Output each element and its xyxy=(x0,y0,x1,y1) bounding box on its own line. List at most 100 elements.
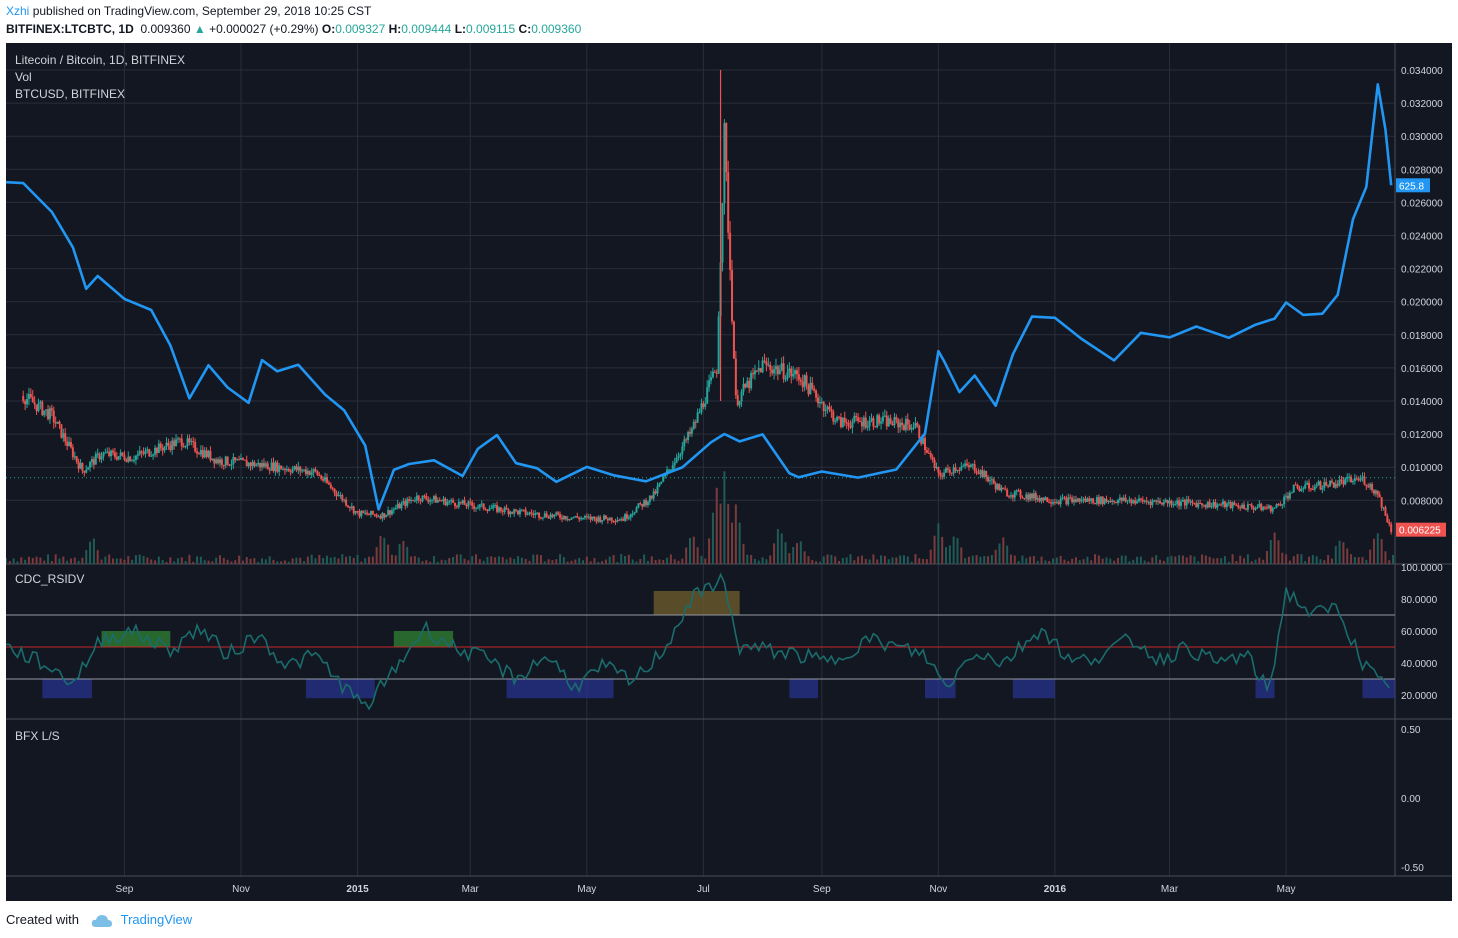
volume-bar xyxy=(459,554,462,564)
btcusd-line xyxy=(6,83,1393,511)
change-value: +0.000027 (+0.29%) xyxy=(209,22,319,36)
candle-body xyxy=(1216,504,1219,508)
candle-body xyxy=(230,464,233,466)
time-tick-label: 2015 xyxy=(346,884,369,895)
candle-body xyxy=(1235,505,1238,507)
volume-bar xyxy=(1090,560,1093,564)
volume-bar xyxy=(830,554,833,564)
candle-body xyxy=(1137,498,1140,502)
volume-bar xyxy=(616,561,619,564)
candle-body xyxy=(946,468,949,470)
candle-body xyxy=(625,514,628,519)
candle-body xyxy=(469,501,472,503)
candle-body xyxy=(708,380,711,388)
candle-body xyxy=(486,509,489,511)
volume-bar xyxy=(1032,556,1035,564)
candle-body xyxy=(1260,503,1263,510)
candle-body xyxy=(471,502,474,506)
candle-body xyxy=(983,471,986,477)
candle-body xyxy=(1069,497,1072,499)
candle-body xyxy=(568,519,571,521)
tradingview-link[interactable]: TradingView xyxy=(120,912,193,927)
candle-body xyxy=(188,438,191,443)
volume-bar xyxy=(1338,540,1341,564)
candle-body xyxy=(899,422,902,428)
candle-body xyxy=(914,423,917,428)
volume-bar xyxy=(975,555,978,564)
volume-bar xyxy=(669,554,672,564)
volume-bar xyxy=(906,556,909,564)
volume-series xyxy=(6,471,1395,564)
candle-body xyxy=(807,384,810,395)
candle-body xyxy=(396,503,399,509)
candle-body xyxy=(339,495,342,497)
volume-bar xyxy=(1040,556,1043,564)
candle-body xyxy=(140,451,143,453)
candle-body xyxy=(794,370,797,374)
volume-bar xyxy=(593,558,596,564)
candle-body xyxy=(1262,507,1265,510)
candle-body xyxy=(933,459,936,468)
candle-body xyxy=(312,469,315,473)
candle-body xyxy=(973,464,976,472)
volume-bar xyxy=(261,558,264,564)
volume-bar xyxy=(899,555,902,564)
candle-body xyxy=(593,516,596,519)
volume-bar xyxy=(685,547,688,564)
candle-body xyxy=(1285,495,1288,497)
candle-body xyxy=(1153,500,1156,502)
candle-body xyxy=(1111,500,1114,502)
volume-bar xyxy=(948,545,951,564)
candle-body xyxy=(306,470,309,475)
volume-bar xyxy=(104,556,107,564)
price-tick-label: 0.012000 xyxy=(1401,430,1443,441)
candle-body xyxy=(845,422,848,424)
candle-body xyxy=(889,418,892,424)
volume-bar xyxy=(761,557,764,564)
candle-body xyxy=(1269,505,1272,512)
candle-body xyxy=(331,487,334,489)
time-tick-label: May xyxy=(1277,884,1296,895)
volume-bar xyxy=(134,555,137,564)
candle-body xyxy=(633,512,636,514)
chart-canvas[interactable]: 0.034000 0.032000 0.030000 0.028000 0.026000… xyxy=(6,43,1452,901)
candle-body xyxy=(732,321,735,359)
volume-bar xyxy=(826,554,829,564)
candle-body xyxy=(1371,484,1374,491)
chart-svg[interactable]: 0.034000 0.032000 0.030000 0.028000 0.026000… xyxy=(6,43,1452,901)
volume-bar xyxy=(1170,555,1173,564)
volume-bar xyxy=(872,554,875,564)
candle-body xyxy=(1332,482,1335,488)
candle-body xyxy=(698,412,701,414)
candle-body xyxy=(874,426,877,428)
candle-body xyxy=(161,447,164,451)
candle-body xyxy=(1067,497,1070,505)
candle-body xyxy=(923,437,926,451)
candle-body xyxy=(773,369,776,374)
high-label: H: xyxy=(388,22,402,36)
candle-body xyxy=(1013,491,1016,498)
author-link[interactable]: Xzhi xyxy=(6,4,30,18)
candle-body xyxy=(801,381,804,388)
candle-body xyxy=(622,518,625,521)
volume-bar xyxy=(1258,557,1261,564)
candle-body xyxy=(421,495,424,502)
candle-body xyxy=(916,423,919,426)
volume-bar xyxy=(1319,559,1322,564)
candle-body xyxy=(314,469,317,471)
volume-bar xyxy=(792,547,795,564)
volume-bar xyxy=(1254,559,1257,564)
candle-body xyxy=(1036,498,1039,500)
ls-tick-label: -0.50 xyxy=(1401,863,1424,874)
volume-bar xyxy=(566,561,569,564)
volume-bar xyxy=(811,559,814,564)
candle-body xyxy=(184,445,187,448)
candle-body xyxy=(406,499,409,507)
candle-body xyxy=(197,453,200,455)
candle-body xyxy=(545,513,548,518)
volume-bar xyxy=(39,557,42,564)
candle-body xyxy=(423,495,426,497)
candle-body xyxy=(1382,507,1385,509)
volume-bar xyxy=(421,561,424,564)
candle-body xyxy=(1388,522,1391,525)
